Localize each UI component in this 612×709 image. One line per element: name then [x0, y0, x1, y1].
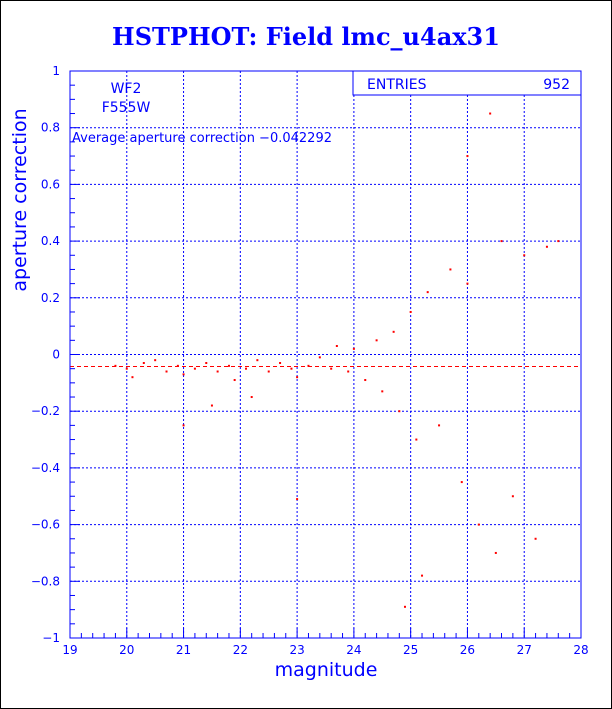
- average-correction-label: Average aperture correction −0.042292: [72, 131, 332, 146]
- data-point: [307, 364, 310, 367]
- data-point: [466, 155, 469, 158]
- y-tick-labels: −1 −0.8 −0.6 −0.4 −0.2 0 0.2 0.4 0.6 0.8 1: [31, 64, 60, 645]
- y-tick-label: −1: [42, 631, 60, 645]
- data-point: [227, 364, 230, 367]
- data-point: [114, 364, 117, 367]
- data-point: [182, 373, 185, 376]
- data-point: [392, 330, 395, 333]
- y-tick-label: −0.2: [31, 404, 60, 418]
- data-point: [256, 359, 259, 362]
- data-point: [415, 438, 418, 441]
- data-point: [347, 370, 350, 373]
- data-point: [210, 404, 213, 407]
- data-point: [142, 362, 145, 365]
- data-point: [523, 254, 526, 257]
- y-tick-label: 0.8: [41, 121, 60, 135]
- y-tick-label: −0.6: [31, 518, 60, 532]
- x-tick-label: 27: [517, 643, 532, 657]
- y-tick-label: 0.2: [41, 291, 60, 305]
- stats-box: ENTRIES 952: [352, 70, 582, 96]
- data-point: [500, 240, 503, 243]
- data-point: [398, 410, 401, 413]
- data-point: [477, 523, 480, 526]
- data-point: [182, 424, 185, 427]
- chart-title: HSTPHOT: Field lmc_u4ax31: [112, 22, 500, 51]
- data-point: [449, 268, 452, 271]
- data-point: [375, 339, 378, 342]
- data-point: [205, 362, 208, 365]
- stats-entries-label: ENTRIES: [367, 77, 427, 93]
- y-axis-label: aperture correction: [9, 108, 31, 291]
- data-point: [545, 245, 548, 248]
- data-point: [193, 367, 196, 370]
- data-point: [245, 367, 248, 370]
- data-point: [426, 291, 429, 294]
- stats-entries-value: 952: [543, 77, 570, 93]
- x-axis-label: magnitude: [275, 659, 378, 681]
- x-tick-label: 20: [119, 643, 134, 657]
- data-point: [460, 481, 463, 484]
- y-tick-label: −0.8: [31, 574, 60, 588]
- data-point: [125, 367, 128, 370]
- data-points: [114, 72, 560, 608]
- x-tick-label: 22: [233, 643, 248, 657]
- data-point: [176, 364, 179, 367]
- data-point: [489, 112, 492, 115]
- data-point: [421, 574, 424, 577]
- grid-lines: [70, 71, 581, 638]
- data-point: [352, 347, 355, 350]
- x-tick-label: 21: [176, 643, 191, 657]
- annotation-wf2: WF2: [111, 81, 142, 97]
- data-point: [409, 310, 412, 313]
- data-point: [466, 282, 469, 285]
- annotation-filter: F555W: [102, 100, 151, 116]
- data-point: [216, 370, 219, 373]
- data-point: [296, 498, 299, 501]
- data-point: [511, 495, 514, 498]
- data-point: [233, 379, 236, 382]
- data-point: [318, 356, 321, 359]
- data-point: [165, 370, 168, 373]
- data-point: [279, 362, 282, 365]
- x-tick-label: 19: [62, 643, 77, 657]
- data-point: [250, 396, 253, 399]
- data-point: [494, 551, 497, 554]
- data-point: [267, 370, 270, 373]
- y-tick-label: 0.4: [41, 234, 60, 248]
- y-tick-label: 0: [52, 348, 60, 362]
- x-tick-label: 26: [460, 643, 475, 657]
- data-point: [154, 359, 157, 362]
- y-tick-label: 1: [52, 64, 60, 78]
- data-point: [381, 390, 384, 393]
- data-point: [330, 367, 333, 370]
- y-tick-label: 0.6: [41, 177, 60, 191]
- data-point: [335, 344, 338, 347]
- data-point: [290, 367, 293, 370]
- data-point: [403, 605, 406, 608]
- x-tick-label: 25: [403, 643, 418, 657]
- x-tick-label: 24: [346, 643, 361, 657]
- data-point: [131, 376, 134, 379]
- data-point: [364, 379, 367, 382]
- x-tick-label: 23: [289, 643, 304, 657]
- data-point: [557, 240, 560, 243]
- y-tick-label: −0.4: [31, 461, 60, 475]
- axis-ticks: [69, 70, 582, 639]
- x-tick-labels: 19 20 21 22 23 24 25 26 27 28: [62, 643, 588, 657]
- x-tick-label: 28: [573, 643, 588, 657]
- data-point: [534, 537, 537, 540]
- data-point: [438, 424, 441, 427]
- data-point: [296, 376, 299, 379]
